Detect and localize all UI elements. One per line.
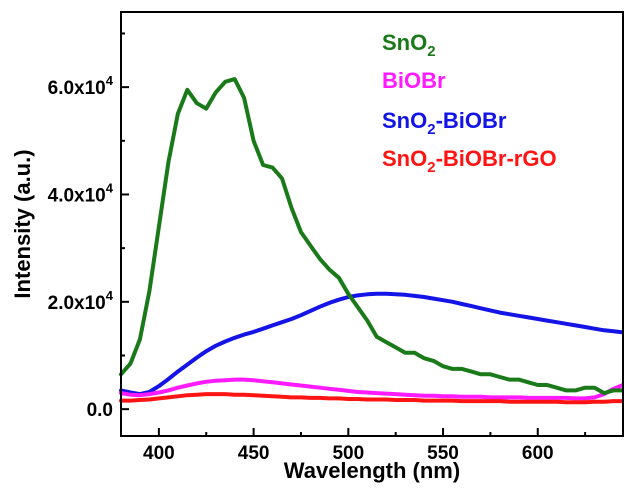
legend-entry-sno2: SnO2: [382, 30, 436, 60]
x-tick-label: 550: [427, 443, 459, 464]
x-tick-label: 400: [143, 443, 175, 464]
y-tick-label: 0.0: [87, 400, 113, 421]
x-tick-label: 500: [332, 443, 364, 464]
legend: SnO2 BiOBr SnO2-BiOBr SnO2-BiOBr-rGO: [382, 30, 557, 176]
plot-layer: [119, 77, 624, 405]
series-line-sno2-biobr: [119, 291, 624, 397]
y-tick-label: 2.0x104: [48, 288, 114, 314]
plot-frame: [120, 11, 624, 437]
legend-entry-sno2-biobr: SnO2-BiOBr: [382, 108, 507, 138]
series-line-biobr: [119, 377, 624, 401]
y-tick-label: 4.0x104: [48, 180, 114, 206]
series-line-sno2: [119, 77, 624, 396]
series-line-sno2-biobr-rgo: [119, 392, 624, 405]
y-tick-label: 6.0x104: [48, 73, 114, 99]
y-axis-title: Intensity (a.u.): [10, 149, 35, 298]
legend-entry-sno2-biobr-rgo: SnO2-BiOBr-rGO: [382, 146, 557, 176]
x-tick-label: 600: [522, 443, 554, 464]
legend-entry-biobr: BiOBr: [382, 68, 446, 93]
tick-layer: 400 450 500 550 600 0.0 2.0x104 4.0x104 6.0x104: [48, 32, 587, 464]
x-axis-title: Wavelength (nm): [284, 458, 460, 483]
x-tick-label: 450: [238, 443, 270, 464]
